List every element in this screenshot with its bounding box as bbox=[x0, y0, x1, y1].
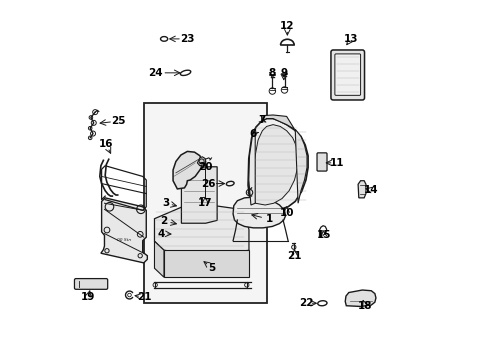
Polygon shape bbox=[233, 197, 285, 228]
Text: 7: 7 bbox=[258, 115, 265, 125]
Polygon shape bbox=[357, 181, 365, 198]
Polygon shape bbox=[248, 128, 255, 205]
Text: 11: 11 bbox=[329, 158, 344, 168]
Text: 22: 22 bbox=[298, 298, 312, 308]
Polygon shape bbox=[173, 152, 202, 189]
Text: 17: 17 bbox=[198, 198, 212, 208]
Polygon shape bbox=[247, 118, 307, 209]
Text: 5: 5 bbox=[207, 262, 215, 273]
Polygon shape bbox=[261, 115, 294, 129]
Text: 15: 15 bbox=[316, 230, 330, 240]
Text: 10: 10 bbox=[279, 208, 293, 218]
Text: 3: 3 bbox=[162, 198, 169, 208]
Text: 12: 12 bbox=[280, 21, 294, 31]
Text: 23: 23 bbox=[180, 34, 194, 44]
FancyBboxPatch shape bbox=[316, 153, 326, 171]
FancyBboxPatch shape bbox=[334, 54, 360, 95]
Polygon shape bbox=[197, 157, 205, 166]
Polygon shape bbox=[345, 290, 375, 306]
Polygon shape bbox=[101, 198, 147, 263]
FancyBboxPatch shape bbox=[330, 50, 364, 100]
Text: 20: 20 bbox=[198, 162, 212, 172]
Text: 6: 6 bbox=[249, 129, 256, 139]
Polygon shape bbox=[295, 129, 306, 203]
Text: 1: 1 bbox=[265, 214, 273, 224]
Text: 21: 21 bbox=[137, 292, 151, 302]
Text: 26: 26 bbox=[201, 179, 216, 189]
Text: 8: 8 bbox=[268, 68, 275, 78]
Polygon shape bbox=[154, 203, 248, 257]
Text: 4: 4 bbox=[158, 229, 165, 239]
Text: 24: 24 bbox=[147, 68, 162, 78]
Polygon shape bbox=[181, 167, 217, 223]
Polygon shape bbox=[154, 241, 163, 277]
Polygon shape bbox=[163, 250, 248, 277]
Text: 21: 21 bbox=[286, 251, 301, 261]
Text: 00 Stn: 00 Stn bbox=[117, 238, 131, 242]
Bar bbox=[143, 103, 266, 303]
Text: 19: 19 bbox=[81, 292, 95, 302]
Text: 9: 9 bbox=[280, 68, 287, 78]
Text: 16: 16 bbox=[99, 139, 113, 149]
FancyBboxPatch shape bbox=[74, 279, 107, 289]
Text: 14: 14 bbox=[363, 185, 378, 195]
Text: 13: 13 bbox=[343, 34, 358, 44]
Text: 2: 2 bbox=[160, 216, 167, 226]
Polygon shape bbox=[253, 125, 298, 205]
Text: 18: 18 bbox=[357, 301, 372, 311]
Text: 25: 25 bbox=[111, 116, 126, 126]
